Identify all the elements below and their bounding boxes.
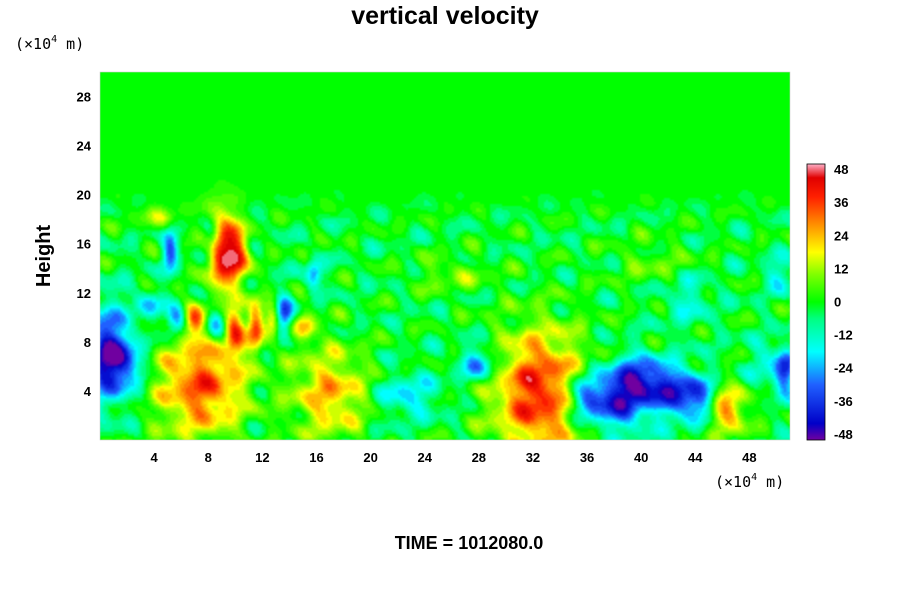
- y-tick-labels: 4 8 12 16 20 24 28: [77, 90, 92, 399]
- y-tick-label: 12: [77, 286, 91, 301]
- chart-title: vertical velocity: [351, 2, 539, 30]
- x-tick-label: 12: [255, 450, 269, 465]
- x-tick-label: 40: [634, 450, 648, 465]
- colorbar-ramp: [806, 163, 826, 441]
- y-axis-label: Height: [33, 225, 55, 288]
- colorbar: 48 36 24 12 0 -12 -24 -36 -48: [806, 162, 854, 442]
- colorbar-tick-label: 24: [834, 228, 849, 243]
- x-tick-label: 20: [363, 450, 377, 465]
- x-tick-label: 24: [417, 450, 432, 465]
- colorbar-tick-label: 48: [834, 162, 848, 177]
- plot-area: [99, 71, 791, 441]
- x-tick-label: 32: [526, 450, 540, 465]
- x-tick-label: 16: [309, 450, 323, 465]
- plot-frame: [99, 71, 791, 441]
- colorbar-tick-label: 0: [834, 295, 841, 310]
- colorbar-tick-label: 36: [834, 195, 848, 210]
- y-tick-label: 8: [84, 335, 91, 350]
- y-tick-label: 20: [77, 188, 91, 203]
- colorbar-tick-label: -12: [834, 328, 853, 343]
- x-tick-label: 44: [688, 450, 703, 465]
- x-tick-labels: 4 8 12 16 20 24 28 32 36 40 44 48: [151, 450, 757, 465]
- x-tick-label: 48: [742, 450, 756, 465]
- y-tick-label: 24: [77, 139, 92, 154]
- colorbar-tick-label: -24: [834, 361, 854, 376]
- x-tick-label: 28: [472, 450, 486, 465]
- x-tick-label: 8: [205, 450, 212, 465]
- time-label: TIME = 1012080.0: [395, 533, 544, 553]
- x-tick-label: 4: [151, 450, 159, 465]
- colorbar-tick-label: -36: [834, 394, 853, 409]
- y-unit-label: (×104 m): [15, 34, 84, 53]
- y-tick-label: 28: [77, 90, 91, 105]
- heatmap-field: [100, 72, 790, 440]
- x-unit-label: (×104 m): [715, 472, 784, 491]
- y-tick-label: 16: [77, 237, 91, 252]
- colorbar-tick-labels: 48 36 24 12 0 -12 -24 -36 -48: [834, 162, 854, 442]
- y-tick-label: 4: [84, 384, 92, 399]
- colorbar-tick-label: -48: [834, 427, 853, 442]
- x-tick-label: 36: [580, 450, 594, 465]
- colorbar-tick-label: 12: [834, 261, 848, 276]
